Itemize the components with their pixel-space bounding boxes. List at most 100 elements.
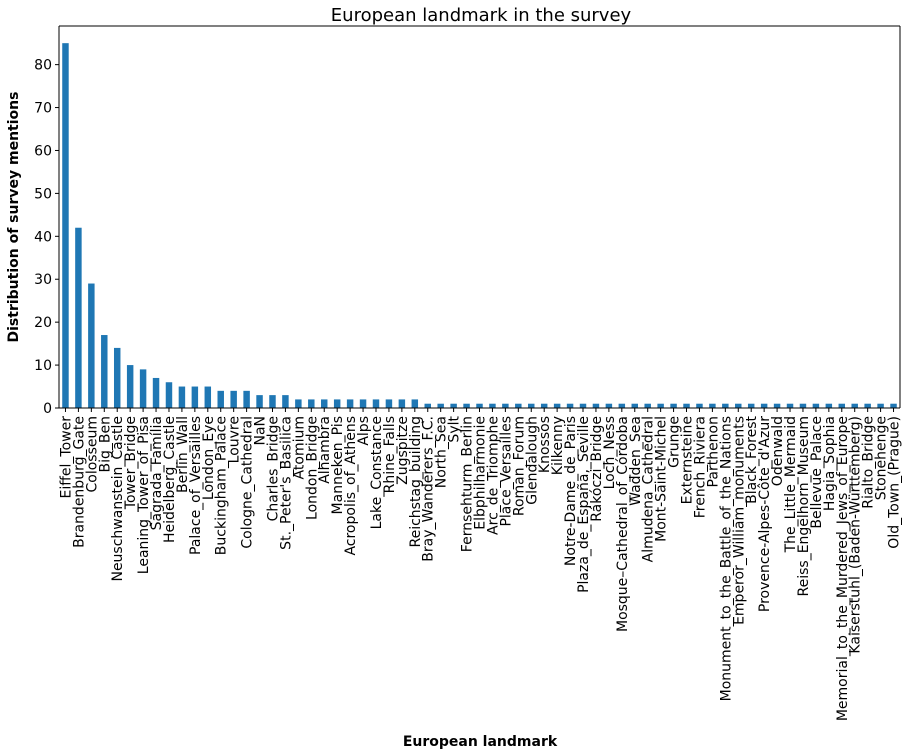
x-tick-label: Kaiserstuhl_(Baden-Württemberg) <box>848 416 864 654</box>
x-tick-label: Sagrada_Família <box>149 416 165 530</box>
x-tick-label: Parthenon <box>705 416 721 487</box>
bar-25 <box>385 399 393 408</box>
x-tick-label: Eiffel_Tower <box>58 416 74 499</box>
bar-54 <box>760 403 768 408</box>
x-tick-label: North_Sea <box>434 416 450 488</box>
x-tick-label: Louvre <box>227 416 243 463</box>
bar-18 <box>295 399 302 408</box>
bar-5 <box>126 365 134 408</box>
x-tick-label: Kilkenny <box>550 416 566 475</box>
y-tick-label: 70 <box>34 101 52 117</box>
x-tick-label: Glendalough <box>524 416 540 505</box>
x-tick-label: Elbphilharmonie <box>473 416 489 530</box>
bar-61 <box>851 403 858 408</box>
bar-15 <box>256 395 263 408</box>
x-tick-label: Sylt <box>447 416 463 443</box>
bar-12 <box>217 390 224 408</box>
x-tick-label: Manneken_Pis <box>330 416 346 514</box>
bar-39 <box>566 403 574 408</box>
y-tick-label: 60 <box>34 143 52 159</box>
bar-11 <box>204 386 212 408</box>
x-tick-label: Old_Town_(Prague) <box>887 416 903 549</box>
x-axis-ticks: Eiffel_TowerBrandenburg_GateColosseumBig… <box>58 408 903 721</box>
bar-63 <box>877 403 884 408</box>
chart-title: European landmark in the survey <box>331 5 632 26</box>
bar-38 <box>553 403 561 408</box>
x-tick-label: Berlin_Wall <box>175 416 191 493</box>
bar-62 <box>864 403 871 408</box>
bar-9 <box>178 386 186 408</box>
x-tick-label: Zugspitze <box>395 416 411 485</box>
x-tick-label: Loch_Ness <box>602 416 618 489</box>
bar-31 <box>463 403 470 408</box>
x-tick-label: Hagia_Sophia <box>822 416 838 511</box>
bar-50 <box>709 403 716 408</box>
x-tick-label: Roman_Forum <box>511 416 527 516</box>
x-tick-label: Bellevue_Palace <box>809 416 825 529</box>
bar-24 <box>372 399 380 408</box>
x-tick-label: Big_Ben <box>97 416 113 472</box>
bar-42 <box>605 403 613 408</box>
x-tick-label: Place_Versailles <box>498 416 514 527</box>
bar-55 <box>773 403 781 408</box>
y-axis-ticks: 0 10 20 30 40 50 60 70 80 <box>34 58 59 417</box>
x-tick-label: Neuschwanstein_Castle <box>110 416 126 582</box>
bar-37 <box>540 403 548 408</box>
bar-45 <box>644 403 651 408</box>
bar-27 <box>411 399 419 408</box>
bar-44 <box>631 403 638 408</box>
bar-56 <box>786 403 794 408</box>
bar-8 <box>165 382 173 408</box>
x-tick-label: Memorial_to_the_Murdered_Jews_of_Europe <box>835 416 851 721</box>
x-tick-label: Rákóczi_Bridge <box>589 416 605 522</box>
x-tick-label: Acropolis_of_Athens <box>343 416 359 556</box>
bar-7 <box>152 377 160 408</box>
x-tick-label: Emperor_William_monuments <box>731 416 747 625</box>
bar-58 <box>812 403 820 408</box>
bar-2 <box>88 283 95 408</box>
x-tick-label: London_Bridge <box>304 416 320 520</box>
x-tick-label: Fernsehturm_Berlin <box>460 416 476 552</box>
bar-51 <box>722 403 729 408</box>
x-tick-label: Notre-Dame_de_Paris <box>563 416 579 566</box>
x-tick-label: Tower_Bridge <box>123 416 139 510</box>
bar-33 <box>489 403 496 408</box>
y-tick-label: 50 <box>34 186 52 202</box>
x-tick-label: Buckingham_Palace <box>214 416 230 555</box>
bar-46 <box>657 403 664 408</box>
x-tick-label: French_Riviera <box>692 416 708 518</box>
x-tick-label: Cologne_Cathedral <box>240 416 256 549</box>
bars-group <box>62 43 897 408</box>
x-tick-label: Rhine_Falls <box>382 416 398 493</box>
bar-43 <box>618 403 626 408</box>
x-tick-label: Externsteine <box>680 416 696 504</box>
x-tick-label: The_Little_Mermaid <box>783 416 799 553</box>
bar-26 <box>398 399 406 408</box>
y-tick-label: 0 <box>43 401 52 417</box>
x-tick-label: Almudena_Cathedral <box>641 416 657 562</box>
x-tick-label: Bray_Wanderers_F.C. <box>421 416 437 562</box>
x-tick-label: Atomium <box>291 416 307 479</box>
x-tick-label: Arc_de_Triomphe <box>485 416 501 535</box>
bar-3 <box>101 335 108 408</box>
x-tick-label: NaN <box>253 416 269 446</box>
x-tick-label: Plaza_de_España,_Seville <box>576 416 592 593</box>
bar-57 <box>799 403 807 408</box>
bar-35 <box>515 403 522 408</box>
bar-19 <box>308 399 315 408</box>
bar-40 <box>579 403 587 408</box>
bar-53 <box>747 403 755 408</box>
bar-21 <box>333 399 341 408</box>
bar-52 <box>735 403 742 408</box>
bar-0 <box>62 43 69 408</box>
bar-29 <box>437 403 444 408</box>
bar-10 <box>191 386 199 408</box>
bar-6 <box>139 369 147 408</box>
x-tick-label: Odenwald <box>770 416 786 486</box>
bar-28 <box>424 403 431 408</box>
x-tick-label: Reichstag_building <box>408 416 424 548</box>
bar-60 <box>838 403 846 408</box>
x-tick-label: Provence-Alpes-Côte_d'Azur <box>757 416 773 612</box>
x-tick-label: Lake_Constance <box>369 416 385 529</box>
